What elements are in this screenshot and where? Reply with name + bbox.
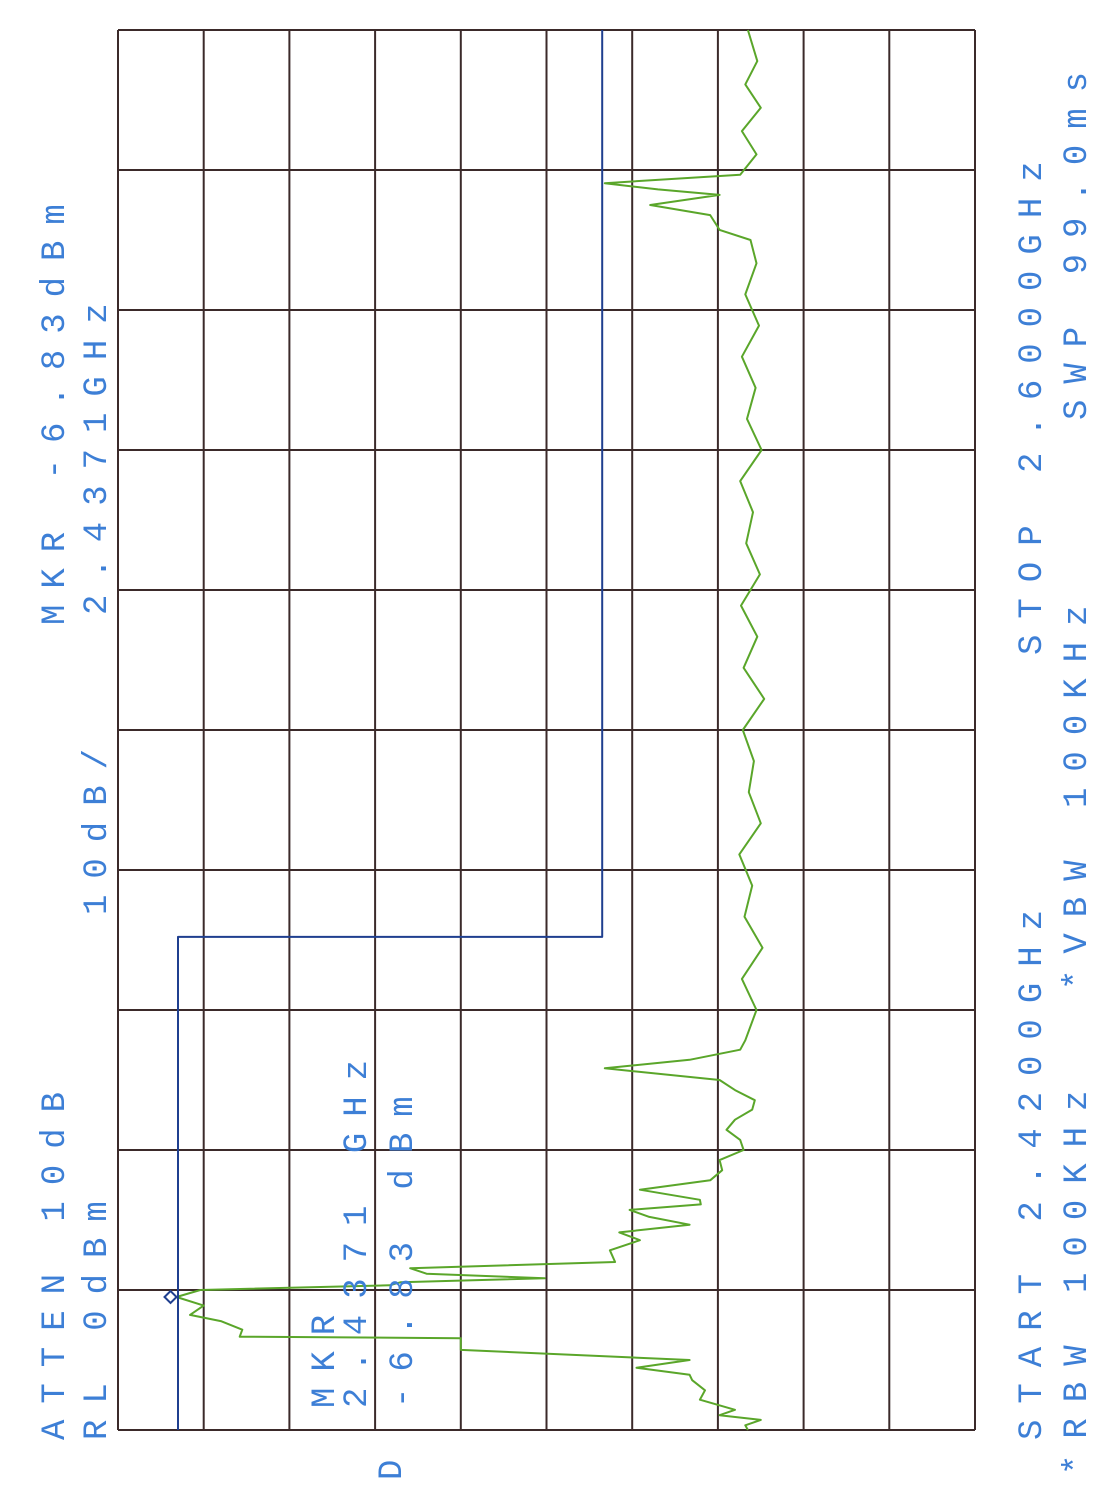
grid — [117, 29, 976, 1431]
plot-area — [163, 29, 766, 1431]
scale-label: 10dB/ — [79, 733, 117, 915]
marker — [163, 1289, 178, 1305]
marker-box-level: -6.83 dBm — [385, 1080, 423, 1408]
ref-level-label: RL 0dBm — [79, 1185, 117, 1440]
marker-box-title: MKR — [307, 1299, 345, 1408]
marker-level-label: MKR -6.83dBm — [37, 188, 75, 625]
atten-label: ATTEN 10dB — [37, 1076, 75, 1440]
trace — [175, 29, 766, 1431]
stop-label: STOP 2.6000GHz — [1014, 145, 1052, 655]
vbw-label: *VBW 100KHz — [1059, 590, 1097, 990]
sweep-label: SWP 99.0ms — [1059, 56, 1097, 420]
detector-label: D — [374, 1444, 412, 1480]
marker-box-freq: 2.4371 GHz — [339, 1044, 377, 1408]
start-label: START 2.4200GHz — [1014, 894, 1052, 1440]
rbw-label: *RBW 100KHz — [1059, 1075, 1097, 1475]
trace — [177, 30, 604, 1430]
marker-freq-label: 2.4371GHz — [79, 287, 117, 615]
